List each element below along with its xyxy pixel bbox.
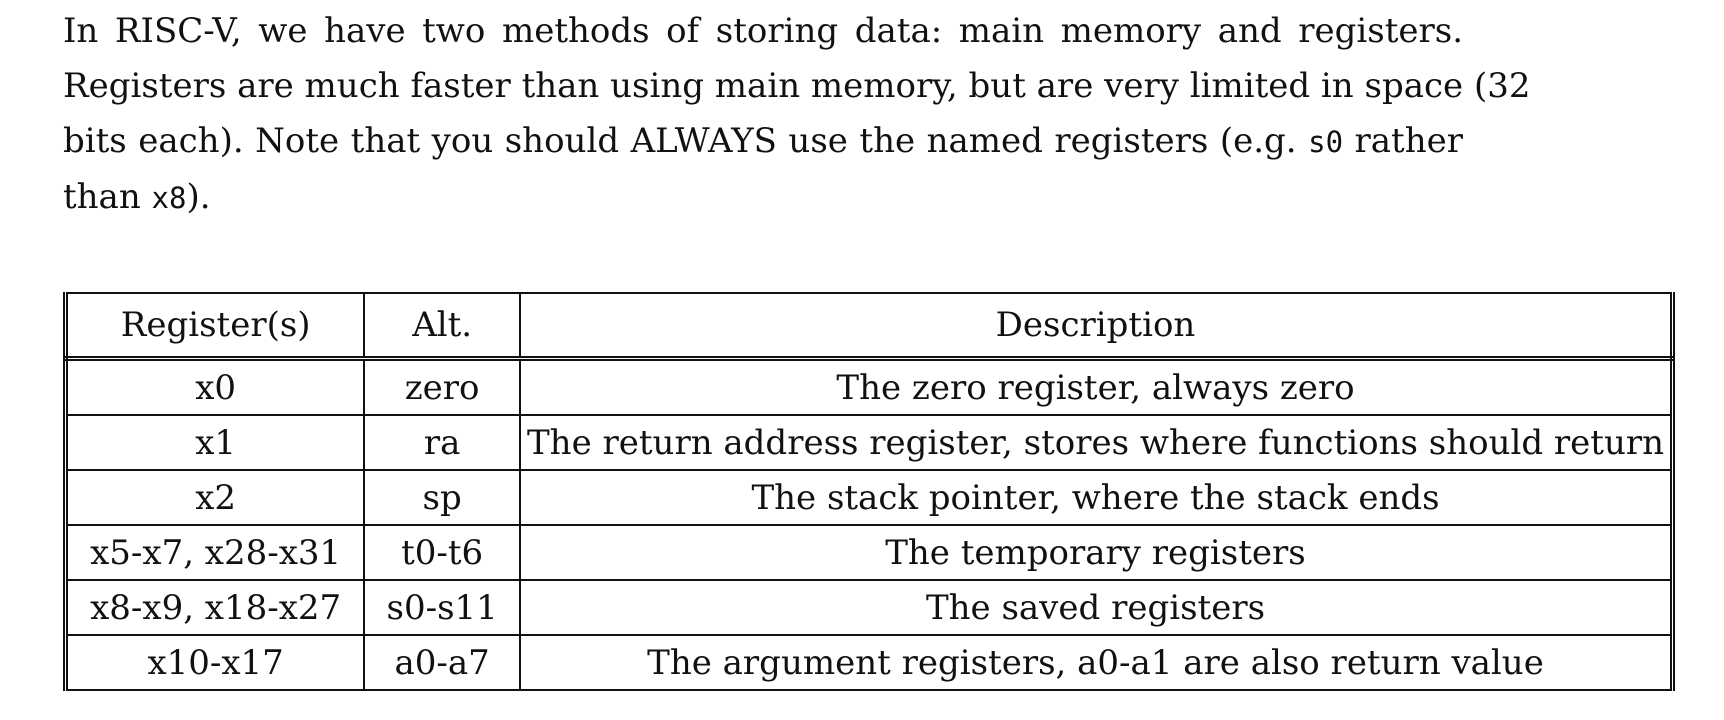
- cell-description: The temporary registers: [519, 524, 1675, 581]
- paragraph-line-3: bits each). Note that you should ALWAYS …: [63, 114, 1463, 170]
- cell-alt: sp: [363, 469, 521, 526]
- line4-text-post: ).: [186, 177, 211, 217]
- cell-alt: a0-a7: [363, 634, 521, 691]
- cell-description: The stack pointer, where the stack ends: [519, 469, 1675, 526]
- cell-alt: zero: [363, 357, 521, 416]
- cell-alt: ra: [363, 414, 521, 471]
- table-header-row: Register(s) Alt. Description: [63, 292, 1675, 361]
- header-alt: Alt.: [363, 292, 521, 361]
- line3-text-pre: bits each). Note that you should ALWAYS …: [63, 121, 1309, 161]
- code-x8: x8: [151, 181, 187, 215]
- table-row: x0 zero The zero register, always zero: [63, 357, 1675, 416]
- table-row: x8-x9, x18-x27 s0-s11 The saved register…: [63, 579, 1675, 636]
- paragraph-line-1: In RISC-V, we have two methods of storin…: [63, 11, 1463, 51]
- cell-registers: x1: [63, 414, 366, 471]
- register-table: Register(s) Alt. Description x0 zero The…: [63, 292, 1675, 691]
- line4-text-pre: than: [63, 177, 152, 217]
- cell-alt: s0-s11: [363, 579, 521, 636]
- paragraph-line-4: than x8).: [63, 170, 1463, 226]
- table-row: x1 ra The return address register, store…: [63, 414, 1675, 471]
- paragraph-line-2: Registers are much faster than using mai…: [63, 66, 1531, 106]
- cell-registers: x0: [63, 357, 366, 416]
- table-row: x2 sp The stack pointer, where the stack…: [63, 469, 1675, 526]
- line3-text-post: rather: [1343, 121, 1463, 161]
- table-row: x10-x17 a0-a7 The argument registers, a0…: [63, 634, 1675, 691]
- table-row: x5-x7, x28-x31 t0-t6 The temporary regis…: [63, 524, 1675, 581]
- cell-description: The return address register, stores wher…: [519, 414, 1675, 471]
- cell-description: The zero register, always zero: [519, 357, 1675, 416]
- cell-description: The saved registers: [519, 579, 1675, 636]
- code-s0: s0: [1308, 125, 1344, 159]
- cell-alt: t0-t6: [363, 524, 521, 581]
- cell-registers: x5-x7, x28-x31: [63, 524, 366, 581]
- intro-paragraph: In RISC-V, we have two methods of storin…: [63, 4, 1531, 226]
- header-registers: Register(s): [63, 292, 366, 361]
- header-description: Description: [519, 292, 1675, 361]
- cell-description: The argument registers, a0-a1 are also r…: [519, 634, 1675, 691]
- cell-registers: x2: [63, 469, 366, 526]
- cell-registers: x10-x17: [63, 634, 366, 691]
- cell-registers: x8-x9, x18-x27: [63, 579, 366, 636]
